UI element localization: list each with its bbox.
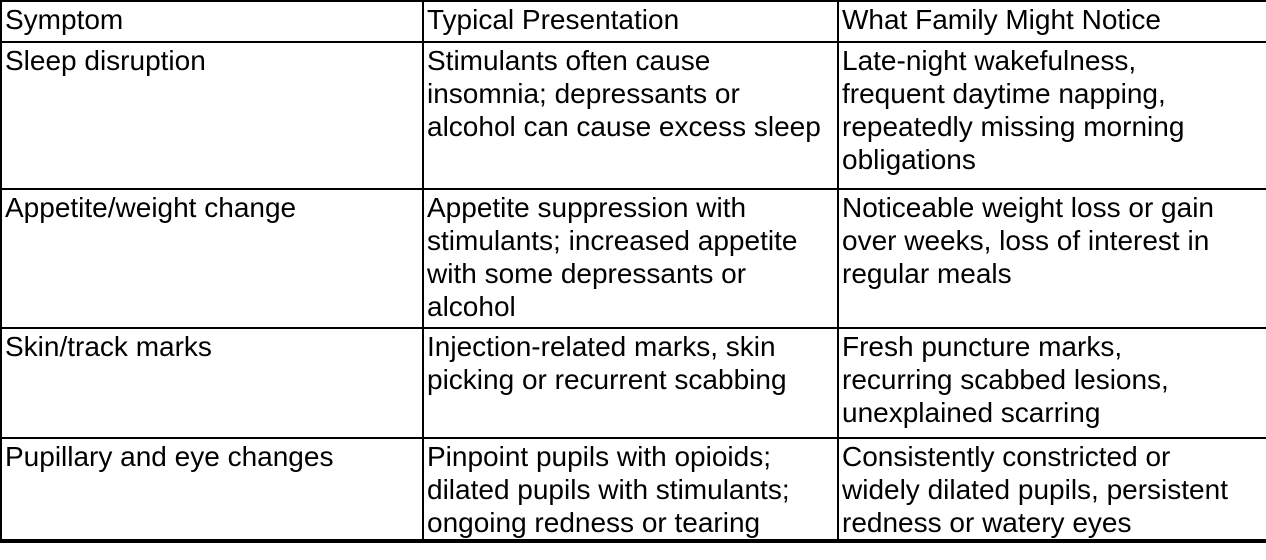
cell-symptom: Sleep disruption <box>0 41 424 190</box>
cell-typical-presentation: Appetite suppression with stimulants; in… <box>422 188 839 329</box>
column-header-symptom: Symptom <box>0 0 424 43</box>
table-row-skin-track-marks: Skin/track marks Injection-related marks… <box>0 327 1266 439</box>
cell-symptom: Appetite/weight change <box>0 188 424 329</box>
table-row-pupillary-eye-changes: Pupillary and eye changes Pinpoint pupil… <box>0 437 1266 542</box>
column-header-what-family-might-notice: What Family Might Notice <box>837 0 1266 43</box>
cell-typical-presentation: Pinpoint pupils with opioids; dilated pu… <box>422 437 839 542</box>
symptom-observation-table: Symptom Typical Presentation What Family… <box>0 0 1266 543</box>
table-row-appetite-weight-change: Appetite/weight change Appetite suppress… <box>0 188 1266 329</box>
cell-family-might-notice: Late-night wakefulness, frequent daytime… <box>837 41 1266 190</box>
cell-family-might-notice: Fresh puncture marks, recurring scabbed … <box>837 327 1266 439</box>
column-header-typical-presentation: Typical Presentation <box>422 0 839 43</box>
cell-symptom: Skin/track marks <box>0 327 424 439</box>
cell-family-might-notice: Noticeable weight loss or gain over week… <box>837 188 1266 329</box>
cell-symptom: Pupillary and eye changes <box>0 437 424 542</box>
cell-family-might-notice: Consistently constricted or widely dilat… <box>837 437 1266 542</box>
table-row-sleep-disruption: Sleep disruption Stimulants often cause … <box>0 41 1266 190</box>
cell-typical-presentation: Stimulants often cause insomnia; depress… <box>422 41 839 190</box>
cell-typical-presentation: Injection-related marks, skin picking or… <box>422 327 839 439</box>
header-row: Symptom Typical Presentation What Family… <box>0 0 1266 43</box>
